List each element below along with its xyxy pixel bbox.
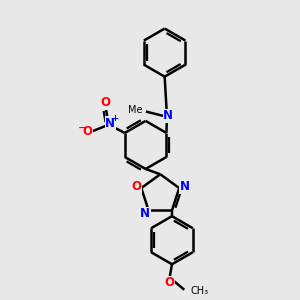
Text: O: O	[82, 125, 92, 138]
Text: N: N	[105, 117, 115, 130]
Text: N: N	[140, 207, 150, 220]
Text: O: O	[131, 180, 141, 193]
Text: N: N	[179, 180, 190, 193]
Text: −: −	[78, 123, 87, 133]
Text: CH₃: CH₃	[191, 286, 209, 296]
Text: +: +	[111, 114, 118, 123]
Text: N: N	[163, 110, 173, 122]
Text: O: O	[101, 96, 111, 109]
Text: O: O	[165, 276, 175, 289]
Text: Me: Me	[128, 105, 142, 116]
